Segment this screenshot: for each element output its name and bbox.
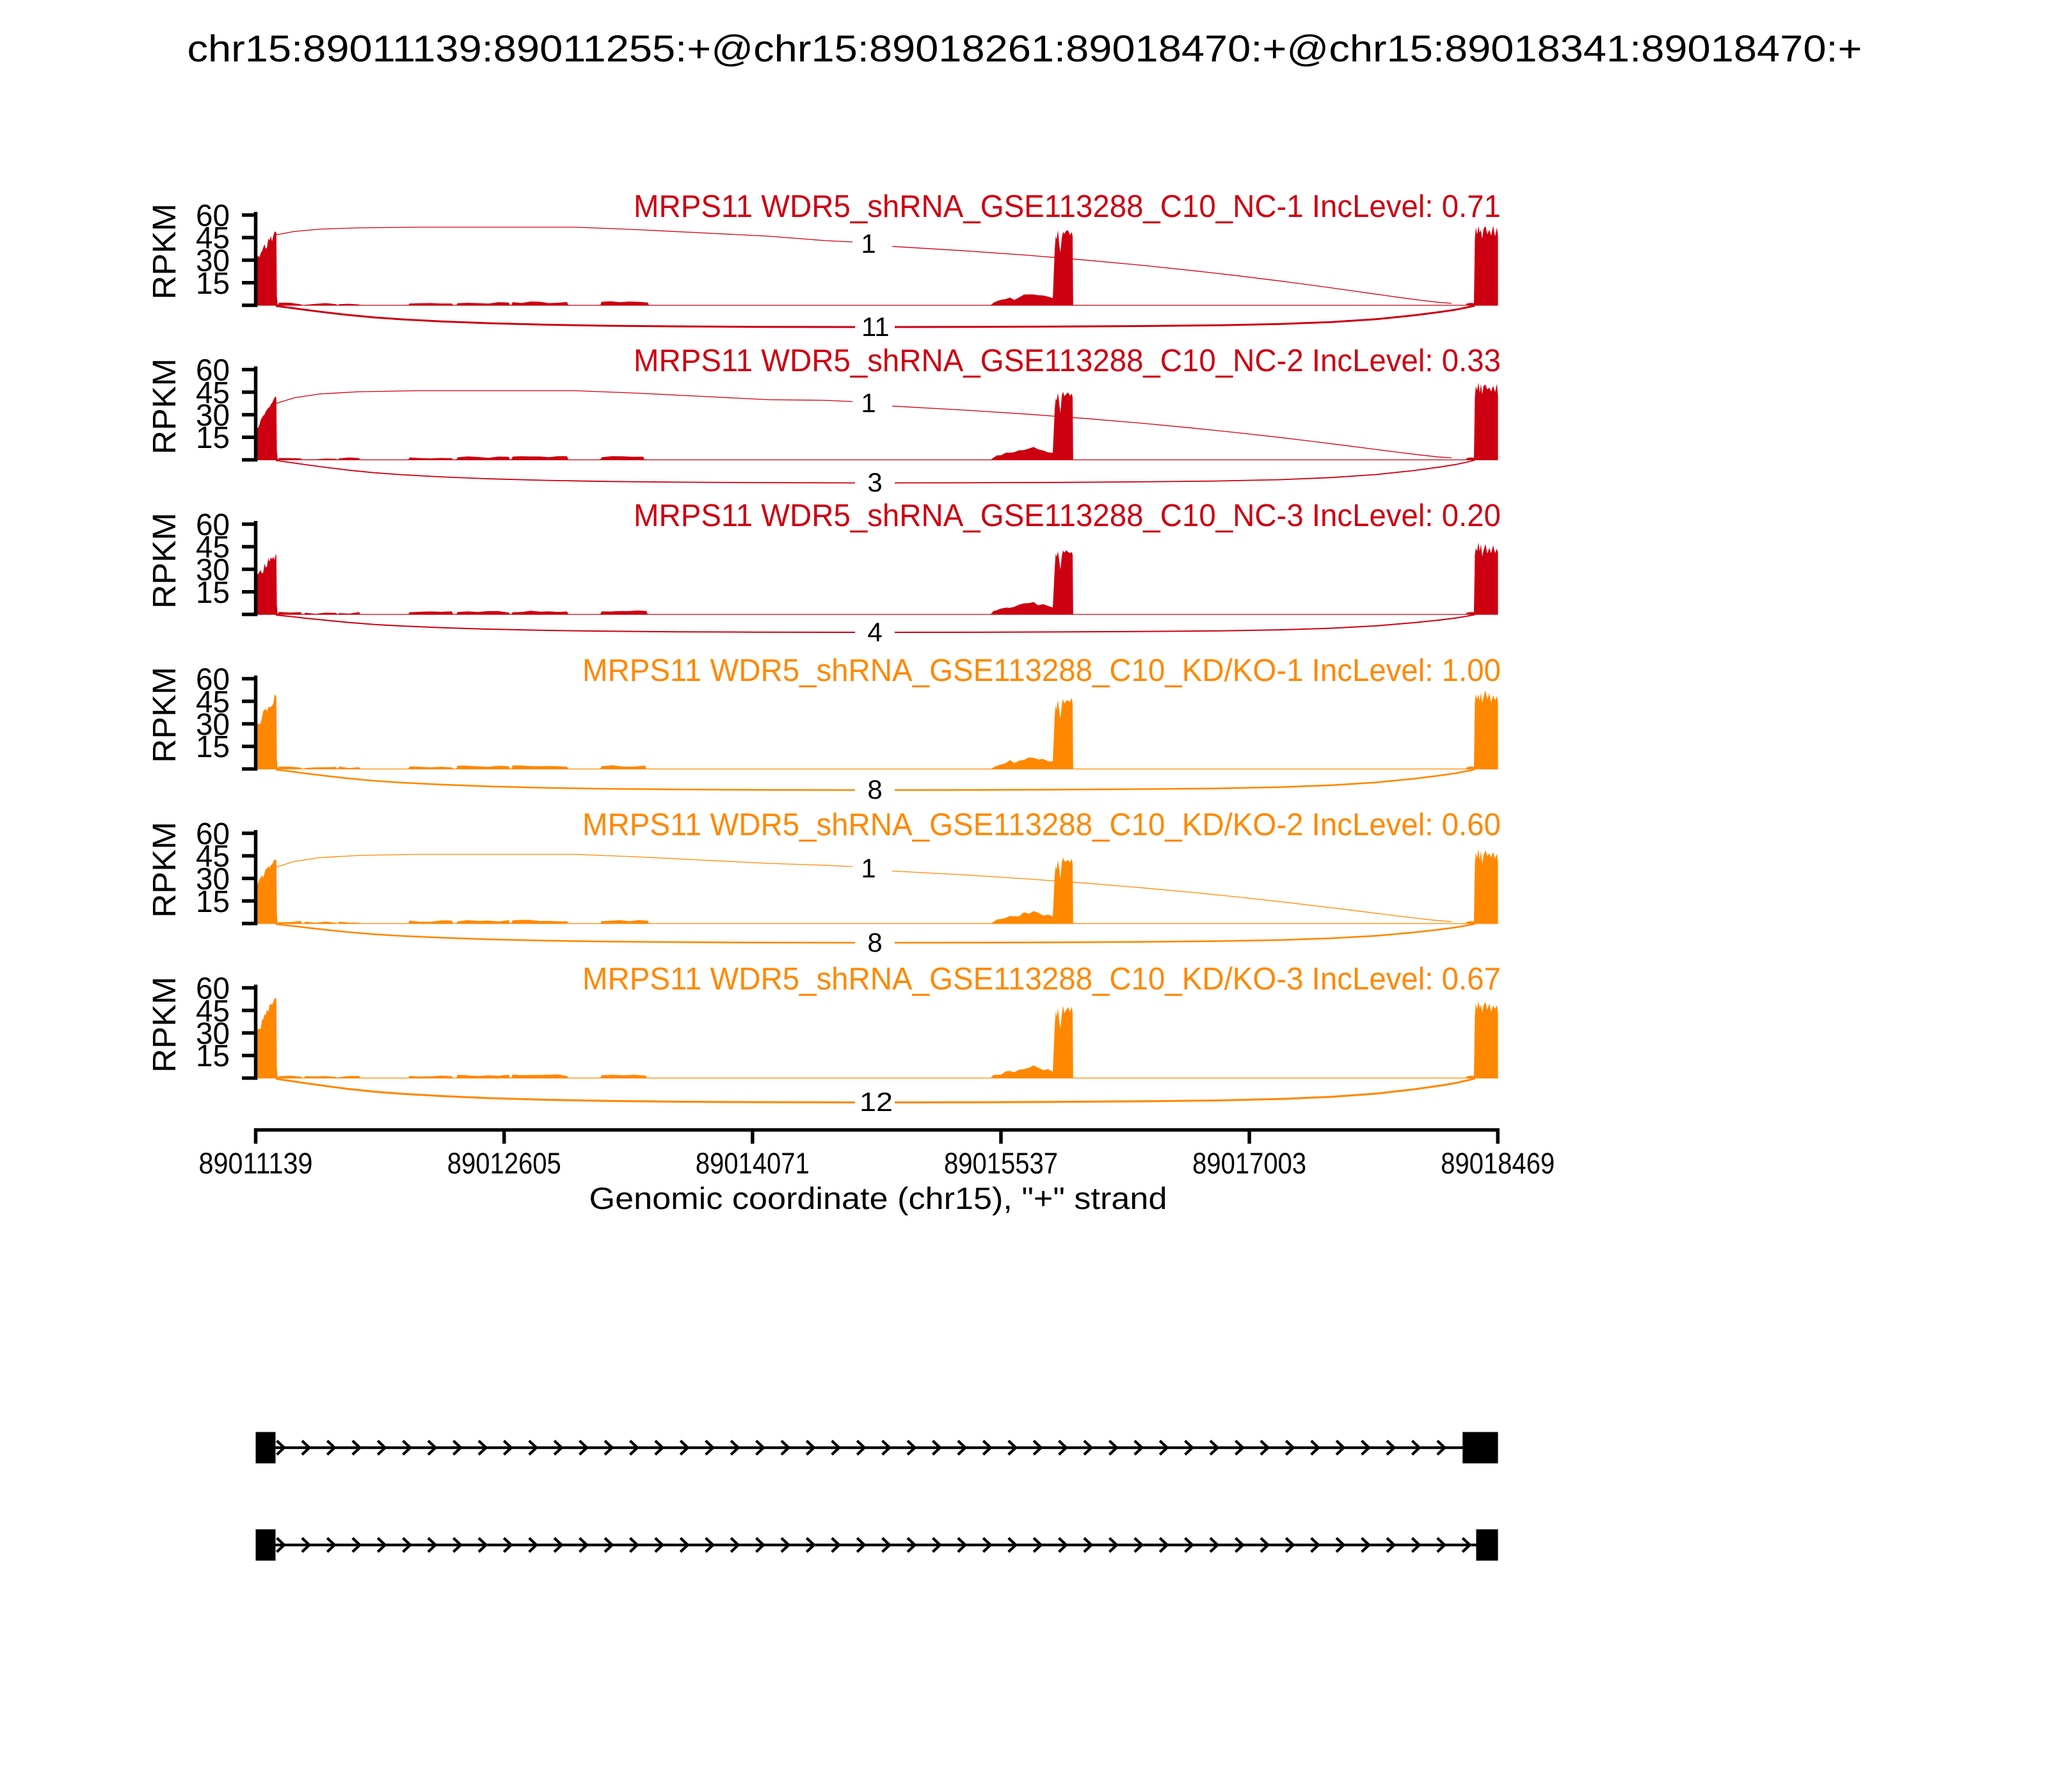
svg-text:1: 1 <box>861 228 876 259</box>
svg-text:89017003: 89017003 <box>1192 1147 1306 1180</box>
svg-text:4: 4 <box>867 617 882 647</box>
svg-text:89018469: 89018469 <box>1441 1147 1555 1180</box>
svg-text:60: 60 <box>196 198 230 233</box>
svg-text:45: 45 <box>196 530 230 564</box>
svg-text:15: 15 <box>196 420 230 455</box>
svg-text:chr15:89011139:89011255:+@chr1: chr15:89011139:89011255:+@chr15:89018261… <box>188 28 1862 70</box>
svg-text:RPKM: RPKM <box>146 358 182 454</box>
svg-text:60: 60 <box>196 353 230 388</box>
svg-text:45: 45 <box>196 994 230 1028</box>
svg-text:45: 45 <box>196 221 230 255</box>
svg-text:30: 30 <box>196 398 230 433</box>
svg-text:MRPS11 WDR5_shRNA_GSE113288_C1: MRPS11 WDR5_shRNA_GSE113288_C10_KD/KO-2 … <box>582 807 1501 842</box>
svg-text:11: 11 <box>861 312 890 342</box>
svg-text:30: 30 <box>196 244 230 278</box>
svg-text:RPKM: RPKM <box>146 513 182 609</box>
svg-text:12: 12 <box>860 1087 893 1117</box>
svg-text:RPKM: RPKM <box>146 204 182 300</box>
svg-text:89011139: 89011139 <box>199 1147 313 1180</box>
svg-text:30: 30 <box>196 553 230 588</box>
svg-text:RPKM: RPKM <box>146 977 182 1073</box>
svg-text:60: 60 <box>196 817 230 851</box>
svg-text:MRPS11 WDR5_shRNA_GSE113288_C1: MRPS11 WDR5_shRNA_GSE113288_C10_NC-1 Inc… <box>634 189 1501 224</box>
svg-text:45: 45 <box>196 839 230 874</box>
svg-text:60: 60 <box>196 662 230 697</box>
svg-text:60: 60 <box>196 972 230 1006</box>
svg-text:RPKM: RPKM <box>146 822 182 918</box>
svg-text:MRPS11 WDR5_shRNA_GSE113288_C1: MRPS11 WDR5_shRNA_GSE113288_C10_NC-3 Inc… <box>634 498 1501 533</box>
svg-text:15: 15 <box>196 884 230 919</box>
svg-text:8: 8 <box>867 927 882 957</box>
svg-text:60: 60 <box>196 508 230 542</box>
svg-text:15: 15 <box>196 1039 230 1073</box>
svg-text:MRPS11 WDR5_shRNA_GSE113288_C1: MRPS11 WDR5_shRNA_GSE113288_C10_KD/KO-1 … <box>582 653 1501 688</box>
svg-text:45: 45 <box>196 685 230 719</box>
svg-text:45: 45 <box>196 376 230 410</box>
svg-text:89014071: 89014071 <box>696 1147 810 1180</box>
svg-text:MRPS11 WDR5_shRNA_GSE113288_C1: MRPS11 WDR5_shRNA_GSE113288_C10_KD/KO-3 … <box>582 961 1501 996</box>
svg-text:3: 3 <box>867 467 882 497</box>
svg-text:8: 8 <box>867 774 882 804</box>
svg-text:89015537: 89015537 <box>944 1147 1058 1180</box>
svg-text:Genomic coordinate (chr15), "+: Genomic coordinate (chr15), "+" strand <box>589 1181 1167 1216</box>
svg-text:15: 15 <box>196 266 230 301</box>
svg-text:1: 1 <box>861 388 876 418</box>
svg-text:MRPS11 WDR5_shRNA_GSE113288_C1: MRPS11 WDR5_shRNA_GSE113288_C10_NC-2 Inc… <box>634 343 1501 378</box>
svg-text:1: 1 <box>861 853 876 883</box>
svg-text:15: 15 <box>196 730 230 764</box>
svg-text:15: 15 <box>196 575 230 610</box>
svg-text:30: 30 <box>196 1016 230 1051</box>
svg-text:30: 30 <box>196 862 230 897</box>
svg-text:89012605: 89012605 <box>447 1147 561 1180</box>
svg-text:RPKM: RPKM <box>146 667 182 763</box>
svg-text:30: 30 <box>196 707 230 742</box>
